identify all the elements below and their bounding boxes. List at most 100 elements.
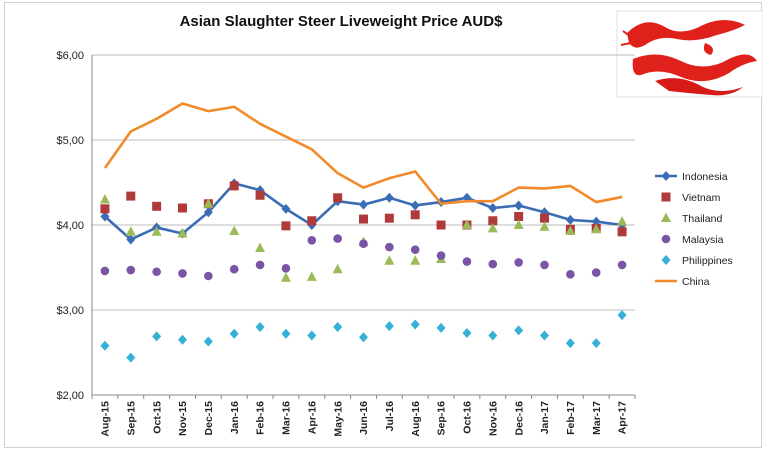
philippines-point <box>333 322 343 332</box>
legend-item-indonesia: Indonesia <box>655 171 728 183</box>
thailand-point <box>539 221 550 231</box>
x-tick-label: Mar-16 <box>281 401 293 435</box>
vietnam-point <box>126 191 136 201</box>
thailand-point <box>99 194 110 204</box>
philippines-point <box>384 321 394 332</box>
x-tick-label: May-16 <box>332 401 344 437</box>
vietnam-point <box>281 221 291 231</box>
thailand-point <box>151 226 162 236</box>
philippines-point <box>281 328 291 339</box>
series-layer <box>99 102 628 363</box>
malaysia-point <box>514 258 523 267</box>
legend-swatch-marker <box>661 212 671 222</box>
legend-label: Indonesia <box>682 171 728 183</box>
philippines-point <box>359 332 368 343</box>
thailand-point <box>280 272 291 282</box>
malaysia-point <box>152 267 161 277</box>
legend-item-thailand: Thailand <box>661 212 722 225</box>
vietnam-point <box>100 204 110 214</box>
malaysia-point <box>178 269 187 278</box>
vietnam-point <box>514 212 524 221</box>
thailand-point <box>177 228 188 238</box>
x-tick-label: Jun-16 <box>358 401 370 435</box>
malaysia-point <box>281 264 291 273</box>
vietnam-point <box>307 216 317 226</box>
x-tick-label: Jan-16 <box>229 401 241 434</box>
x-tick-label: Sep-15 <box>125 401 137 436</box>
legend-label: China <box>682 276 710 288</box>
philippines-point <box>488 330 498 341</box>
philippines-point <box>617 310 627 321</box>
vietnam-point <box>436 220 446 230</box>
malaysia-point <box>566 270 575 279</box>
indonesia-point <box>488 203 498 213</box>
thailand-point <box>565 225 576 235</box>
x-tick-label: Aug-16 <box>410 401 422 437</box>
malaysia-point <box>410 245 420 254</box>
indonesia-point <box>100 211 110 222</box>
vietnam-point <box>384 213 394 223</box>
x-tick-label: Jan-17 <box>539 401 551 434</box>
y-tick-label: $6,00 <box>56 50 84 62</box>
series-malaysia <box>100 234 627 281</box>
thailand-point <box>306 271 317 281</box>
x-tick-label: Sep-16 <box>436 401 448 436</box>
indonesia-point <box>203 207 213 218</box>
malaysia-point <box>229 264 239 274</box>
indonesia-point <box>384 192 394 203</box>
philippines-point <box>540 330 549 341</box>
malaysia-point <box>307 236 317 245</box>
philippines-point <box>436 322 446 333</box>
x-tick-label: Feb-16 <box>255 401 267 435</box>
x-tick-label: Mar-17 <box>591 401 603 435</box>
philippines-point <box>514 325 524 336</box>
thailand-point <box>461 219 472 229</box>
philippines-point <box>410 319 420 330</box>
vietnam-point <box>410 210 420 220</box>
philippines-point <box>100 340 110 351</box>
chart-title: Asian Slaughter Steer Liveweight Price A… <box>180 13 504 30</box>
x-tick-label: Nov-15 <box>177 401 189 436</box>
thailand-point <box>384 255 395 265</box>
malaysia-point <box>333 234 342 243</box>
chart: Asian Slaughter Steer Liveweight Price A… <box>56 10 763 437</box>
vietnam-point <box>333 193 343 203</box>
gridlines <box>92 54 635 396</box>
vietnam-point <box>359 214 368 224</box>
indonesia-point <box>126 234 136 245</box>
philippines-point <box>178 334 187 345</box>
x-tick-label: Oct-16 <box>462 401 474 434</box>
malaysia-point <box>617 260 627 270</box>
thailand-point <box>410 255 421 265</box>
malaysia-point <box>359 239 368 248</box>
legend-item-philippines: Philippines <box>661 255 733 267</box>
philippines-point <box>255 322 265 332</box>
thailand-point <box>513 219 524 229</box>
indonesia-point <box>514 200 524 211</box>
legend-label: Philippines <box>682 255 733 267</box>
china-line <box>103 102 623 206</box>
vietnam-point <box>178 203 187 213</box>
legend-swatch-marker <box>661 192 671 202</box>
legend-label: Vietnam <box>682 192 721 204</box>
malaysia-point <box>540 260 549 270</box>
malaysia-point <box>126 265 136 275</box>
thailand-point <box>229 225 240 235</box>
indonesia-point <box>359 199 368 210</box>
philippines-point <box>591 338 601 349</box>
x-tick-label: Feb-17 <box>565 401 577 435</box>
thailand-point <box>125 226 136 236</box>
thailand-point <box>332 263 343 274</box>
vietnam-point <box>229 181 239 191</box>
philippines-point <box>307 330 317 341</box>
x-tick-label: Dec-15 <box>203 401 215 436</box>
vietnam-point <box>255 190 265 200</box>
philippines-point <box>565 338 575 349</box>
y-tick-label: $2,00 <box>56 390 84 402</box>
legend-swatch-marker <box>661 171 671 181</box>
philippines-point <box>152 331 162 342</box>
philippines-point <box>126 352 136 363</box>
legend-label: Thailand <box>682 213 722 225</box>
indonesia-point <box>565 214 575 225</box>
thailand-point <box>617 216 628 226</box>
